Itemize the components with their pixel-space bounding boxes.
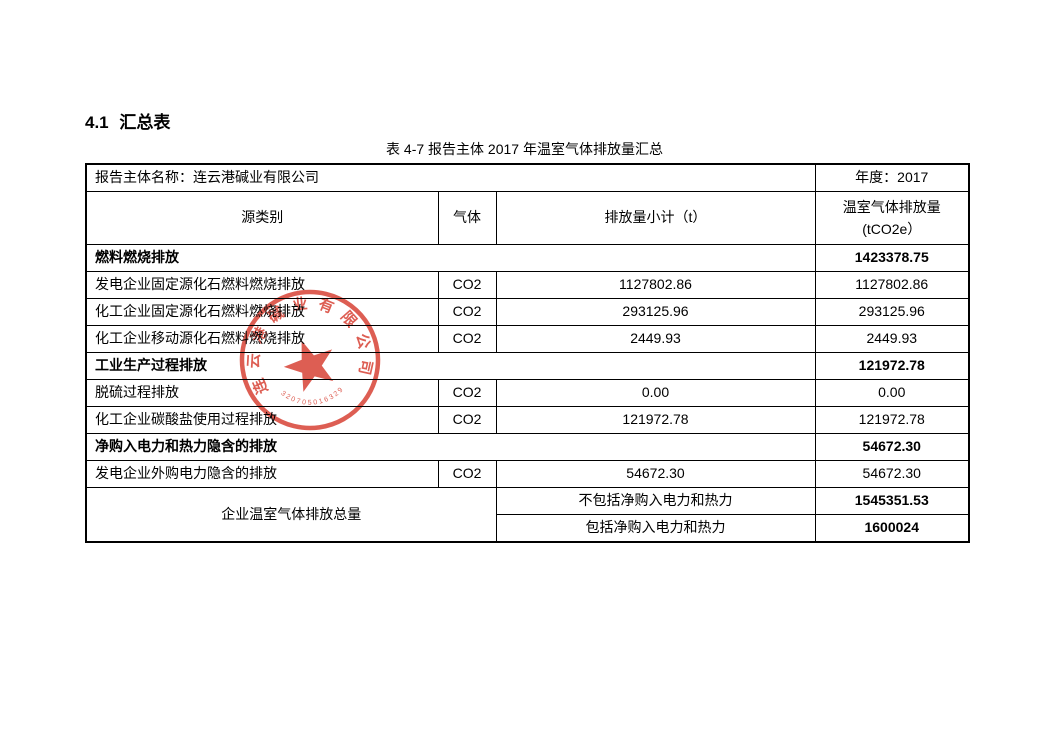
- col-header-gas: 气体: [437, 191, 497, 245]
- section-heading: 4.1 汇总表: [85, 113, 171, 132]
- total-value-including: 1600024: [814, 514, 970, 543]
- row-total: 293125.96: [814, 298, 970, 326]
- row-subtotal: 1127802.86: [495, 271, 816, 299]
- row-gas: CO2: [437, 406, 497, 434]
- report-year: 年度：2017: [814, 163, 970, 192]
- row-total: 121972.78: [814, 406, 970, 434]
- seal-star-icon: [283, 340, 334, 392]
- row-subtotal: 54672.30: [495, 460, 816, 488]
- row-gas: CO2: [437, 325, 497, 353]
- total-value-excluding: 1545351.53: [814, 487, 970, 515]
- table-row: 化工企业碳酸盐使用过程排放 CO2 121972.78 121972.78: [85, 406, 970, 434]
- row-subtotal: 2449.93: [495, 325, 816, 353]
- total-row: 企业温室气体排放总量 不包括净购入电力和热力 1545351.53: [85, 487, 970, 543]
- table-row: 化工企业固定源化石燃料燃烧排放 CO2 293125.96 293125.96: [85, 298, 970, 326]
- row-subtotal: 293125.96: [495, 298, 816, 326]
- row-total: 54672.30: [814, 460, 970, 488]
- ghg-header-line1: 温室气体排放量: [842, 198, 941, 215]
- table-row: 报告主体名称：连云港碱业有限公司 年度：2017: [85, 163, 970, 192]
- row-subtotal: 0.00: [495, 379, 816, 407]
- report-entity-name: 报告主体名称：连云港碱业有限公司: [85, 163, 816, 192]
- seal-ring: [239, 289, 381, 431]
- row-total: 1127802.86: [814, 271, 970, 299]
- section-row-industrial-process: 工业生产过程排放 121972.78: [85, 352, 970, 380]
- row-total: 0.00: [814, 379, 970, 407]
- company-seal-stamp: 连云港碱业有限公司 320705016329: [236, 287, 381, 431]
- table-caption: 表 4-7 报告主体 2017 年温室气体排放量汇总: [386, 141, 663, 157]
- col-header-ghg-emission: 温室气体排放量 (tCO2e）: [814, 191, 970, 245]
- section-label: 工业生产过程排放: [85, 352, 816, 380]
- row-label: 发电企业固定源化石燃料燃烧排放: [85, 271, 439, 299]
- total-scope-excluding: 不包括净购入电力和热力: [495, 487, 816, 515]
- total-row: 包括净购入电力和热力 1600024: [86, 514, 970, 543]
- row-subtotal: 121972.78: [495, 406, 816, 434]
- table-row: 脱硫过程排放 CO2 0.00 0.00: [85, 379, 970, 407]
- row-label: 发电企业外购电力隐含的排放: [85, 460, 439, 488]
- emissions-summary-table: 报告主体名称：连云港碱业有限公司 年度：2017 源类别 气体 排放量小计（t）…: [85, 163, 970, 543]
- table-row: 发电企业外购电力隐含的排放 CO2 54672.30 54672.30: [85, 460, 970, 488]
- seal-serial-number: 320705016329: [279, 381, 348, 411]
- section-row-fuel-combustion: 燃料燃烧排放 1423378.75: [85, 244, 970, 272]
- section-total: 54672.30: [814, 433, 970, 461]
- row-label: 脱硫过程排放: [85, 379, 439, 407]
- section-total: 1423378.75: [814, 244, 970, 272]
- table-header-row: 源类别 气体 排放量小计（t） 温室气体排放量 (tCO2e）: [85, 191, 970, 245]
- section-total: 121972.78: [814, 352, 970, 380]
- table-row: 发电企业固定源化石燃料燃烧排放 CO2 1127802.86 1127802.8…: [85, 271, 970, 299]
- col-header-subtotal: 排放量小计（t）: [495, 191, 816, 245]
- ghg-header-line2: (tCO2e）: [862, 221, 922, 237]
- svg-text:320705016329: 320705016329: [279, 381, 348, 411]
- row-total: 2449.93: [814, 325, 970, 353]
- col-header-source-category: 源类别: [85, 191, 439, 245]
- section-row-net-purchased-power-heat: 净购入电力和热力隐含的排放 54672.30: [85, 433, 970, 461]
- row-gas: CO2: [437, 379, 497, 407]
- section-label: 净购入电力和热力隐含的排放: [85, 433, 816, 461]
- table-row: 化工企业移动源化石燃料燃烧排放 CO2 2449.93 2449.93: [85, 325, 970, 353]
- total-scope-including: 包括净购入电力和热力: [495, 514, 816, 543]
- row-gas: CO2: [437, 460, 497, 488]
- row-gas: CO2: [437, 298, 497, 326]
- section-label: 燃料燃烧排放: [85, 244, 816, 272]
- total-label: 企业温室气体排放总量: [85, 487, 497, 543]
- row-gas: CO2: [437, 271, 497, 299]
